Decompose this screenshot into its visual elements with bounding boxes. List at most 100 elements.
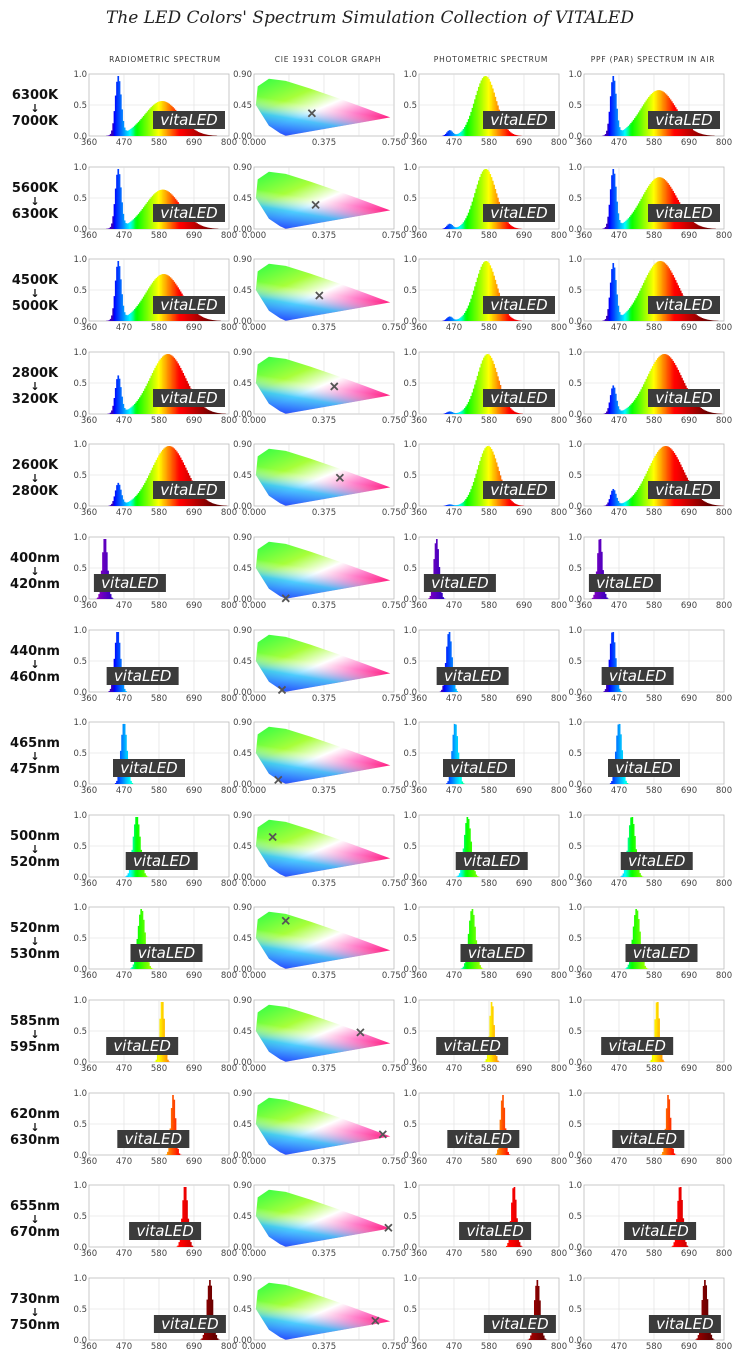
y-tick-label: 1.0 xyxy=(568,811,582,821)
x-tick-label: 690 xyxy=(516,1064,532,1074)
x-tick-label: 470 xyxy=(116,971,132,981)
y-tick-label: 1.0 xyxy=(568,163,582,173)
x-tick-label: 470 xyxy=(446,231,462,241)
down-arrow-icon: ↓ xyxy=(2,566,68,577)
y-tick-label: 1.0 xyxy=(73,440,87,450)
x-tick-label: 0.375 xyxy=(312,231,336,241)
y-tick-label: 1.0 xyxy=(73,718,87,728)
x-tick-label: 0.375 xyxy=(312,786,336,796)
x-tick-label: 800 xyxy=(716,1157,732,1167)
x-tick-label: 690 xyxy=(186,879,202,889)
column-header-radiometric: RADIOMETRIC SPECTRUM xyxy=(85,56,245,64)
y-tick-label: 0.45 xyxy=(233,657,252,667)
x-tick-label: 580 xyxy=(151,416,167,426)
y-tick-label: 0.5 xyxy=(73,286,87,296)
x-tick-label: 580 xyxy=(646,1342,662,1352)
vitaled-watermark: vitaLED xyxy=(153,111,225,129)
x-tick-label: 470 xyxy=(446,1342,462,1352)
y-tick-label: 0.5 xyxy=(403,1212,417,1222)
x-tick-label: 470 xyxy=(611,1249,627,1259)
x-tick-label: 580 xyxy=(151,694,167,704)
row-label-top: 5600K xyxy=(2,181,68,196)
watermark-text: vitaLED xyxy=(655,481,713,499)
vitaled-watermark: vitaLED xyxy=(648,481,720,499)
x-tick-label: 690 xyxy=(516,971,532,981)
y-tick-label: 0.45 xyxy=(233,564,252,574)
row-label-bottom: 595nm xyxy=(2,1040,68,1055)
x-tick-label: 690 xyxy=(186,323,202,333)
y-tick-label: 1.0 xyxy=(568,626,582,636)
x-tick-label: 800 xyxy=(551,231,567,241)
x-tick-label: 690 xyxy=(186,1342,202,1352)
row-label-top: 500nm xyxy=(2,829,68,844)
x-tick-label: 0.375 xyxy=(312,508,336,518)
y-tick-label: 0.0 xyxy=(568,1151,582,1161)
y-tick-label: 0.90 xyxy=(233,1181,252,1191)
x-tick-label: 470 xyxy=(446,323,462,333)
y-tick-label: 0.0 xyxy=(73,317,87,327)
x-tick-label: 470 xyxy=(611,138,627,148)
y-tick-label: 0.00 xyxy=(233,1336,252,1346)
row-label-bottom: 5000K xyxy=(2,299,68,314)
y-tick-label: 1.0 xyxy=(568,70,582,80)
x-tick-label: 690 xyxy=(516,879,532,889)
y-tick-label: 0.5 xyxy=(73,1120,87,1130)
row-label: 400nm↓420nm xyxy=(2,551,68,592)
row-label: 6300K↓7000K xyxy=(2,88,68,129)
row-label-bottom: 3200K xyxy=(2,392,68,407)
y-tick-label: 0.45 xyxy=(233,286,252,296)
row-label: 2800K↓3200K xyxy=(2,366,68,407)
x-tick-label: 800 xyxy=(551,879,567,889)
down-arrow-icon: ↓ xyxy=(2,751,68,762)
watermark-text: vitaLED xyxy=(655,389,713,407)
row-label-top: 520nm xyxy=(2,921,68,936)
x-tick-label: 470 xyxy=(446,1157,462,1167)
vitaled-watermark: vitaLED xyxy=(483,204,555,222)
y-tick-label: 1.0 xyxy=(568,1089,582,1099)
y-tick-label: 0.00 xyxy=(233,595,252,605)
x-tick-label: 470 xyxy=(116,1342,132,1352)
y-tick-label: 0.5 xyxy=(568,471,582,481)
x-tick-label: 690 xyxy=(186,1157,202,1167)
x-tick-label: 690 xyxy=(681,508,697,518)
y-tick-label: 0.0 xyxy=(73,132,87,142)
y-tick-label: 0.5 xyxy=(568,749,582,759)
x-tick-label: 690 xyxy=(681,1157,697,1167)
x-tick-label: 470 xyxy=(611,1064,627,1074)
watermark-text: vitaLED xyxy=(136,1222,194,1240)
vitaled-watermark: vitaLED xyxy=(437,667,509,685)
y-tick-label: 0.45 xyxy=(233,194,252,204)
vitaled-watermark: vitaLED xyxy=(94,574,166,592)
watermark-text: vitaLED xyxy=(160,389,218,407)
row-label: 4500K↓5000K xyxy=(2,273,68,314)
vitaled-watermark: vitaLED xyxy=(648,111,720,129)
x-tick-label: 690 xyxy=(681,138,697,148)
y-tick-label: 0.0 xyxy=(73,688,87,698)
vitaled-watermark: vitaLED xyxy=(648,296,720,314)
vitaled-watermark: vitaLED xyxy=(612,1130,684,1148)
x-tick-label: 580 xyxy=(481,694,497,704)
x-tick-label: 580 xyxy=(646,508,662,518)
y-tick-label: 0.5 xyxy=(73,564,87,574)
y-tick-label: 0.45 xyxy=(233,1212,252,1222)
watermark-text: vitaLED xyxy=(490,481,548,499)
x-tick-label: 690 xyxy=(681,416,697,426)
down-arrow-icon: ↓ xyxy=(2,381,68,392)
x-tick-label: 580 xyxy=(481,1342,497,1352)
x-tick-label: 690 xyxy=(186,231,202,241)
y-tick-label: 1.0 xyxy=(403,255,417,265)
x-tick-label: 800 xyxy=(716,601,732,611)
